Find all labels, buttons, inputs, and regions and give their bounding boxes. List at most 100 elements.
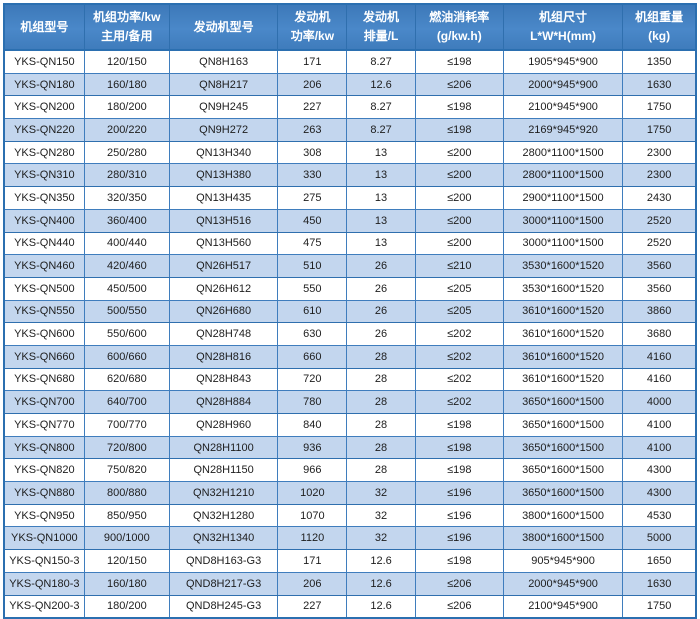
table-cell-engine-power: 1020 [277,481,348,505]
table-cell-unit-model: YKS-QN150-3 [3,549,85,573]
table-cell-engine-power: 660 [277,344,348,369]
table-cell-weight: 4300 [622,481,697,505]
table-row: YKS-QN150 120/150 QN8H163 171 8.27 ≤198 1905*9… [3,49,697,74]
table-cell-engine-model: QN28H816 [168,344,279,369]
table-cell-weight: 4300 [622,458,697,483]
table-cell-fuel-rate: ≤198 [414,49,504,74]
table-row: YKS-QN350 320/350 QN13H435 275 13 ≤200 2900*11… [3,186,697,210]
table-cell-fuel-rate: ≤198 [414,458,504,483]
table-cell-unit-model: YKS-QN500 [3,276,85,301]
table-cell-fuel-rate: ≤200 [414,140,504,165]
table-cell-engine-model: QN26H517 [168,254,279,278]
table-cell-displacement: 26 [346,322,416,346]
table-cell-dimensions: 3610*1600*1520 [502,299,624,324]
table-cell-dimensions: 3800*1600*1500 [502,526,624,551]
table-cell-unit-model: YKS-QN200-3 [3,594,85,619]
table-cell-engine-power: 206 [277,571,348,596]
table-cell-unit-power: 420/460 [83,254,170,278]
table-cell-engine-model: QN28H884 [168,390,279,414]
table-cell-dimensions: 1905*945*900 [502,49,624,74]
table-cell-engine-power: 263 [277,118,348,142]
table-cell-displacement: 12.6 [346,571,416,596]
table-cell-fuel-rate: ≤200 [414,208,504,233]
table-row: YKS-QN880 800/880 QN32H1210 1020 32 ≤196 3650*… [3,481,697,505]
table-cell-fuel-rate: ≤202 [414,367,504,392]
table-cell-engine-model: QN13H340 [168,140,279,165]
table-cell-engine-model: QN32H1340 [168,526,279,551]
table-cell-unit-model: YKS-QN600 [3,322,85,346]
table-cell-weight: 3560 [622,254,697,278]
table-cell-weight: 4160 [622,367,697,392]
table-cell-dimensions: 905*945*900 [502,549,624,573]
table-cell-unit-power: 120/150 [83,49,170,74]
table-cell-engine-power: 630 [277,322,348,346]
table-row: YKS-QN500 450/500 QN26H612 550 26 ≤205 3530*16… [3,276,697,301]
table-cell-unit-model: YKS-QN220 [3,118,85,142]
table-cell-unit-power: 800/880 [83,481,170,505]
table-cell-weight: 4160 [622,344,697,369]
table-cell-fuel-rate: ≤198 [414,435,504,460]
table-cell-weight: 2300 [622,140,697,165]
table-cell-unit-model: YKS-QN440 [3,231,85,256]
table-cell-engine-power: 206 [277,72,348,97]
table-row: YKS-QN200 180/200 QN9H245 227 8.27 ≤198 2100*9… [3,95,697,120]
table-cell-weight: 4100 [622,435,697,460]
table-cell-fuel-rate: ≤200 [414,186,504,210]
table-cell-fuel-rate: ≤205 [414,276,504,301]
table-cell-unit-model: YKS-QN660 [3,344,85,369]
table-cell-weight: 1630 [622,571,697,596]
table-cell-displacement: 13 [346,163,416,188]
table-cell-unit-model: YKS-QN800 [3,435,85,460]
table-header: 机组型号 机组功率/kw 主用/备用 发动机型号 发动机 功率/kw 发动机 排量/L 燃… [3,3,697,51]
table-cell-engine-model: QN8H217 [168,72,279,97]
table-cell-dimensions: 2800*1100*1500 [502,140,624,165]
table-cell-engine-power: 936 [277,435,348,460]
table-cell-unit-model: YKS-QN200 [3,95,85,120]
table-cell-fuel-rate: ≤196 [414,481,504,505]
table-row: YKS-QN700 640/700 QN28H884 780 28 ≤202 3650*16… [3,390,697,414]
table-cell-unit-power: 180/200 [83,594,170,619]
table-cell-displacement: 26 [346,276,416,301]
table-cell-engine-power: 720 [277,367,348,392]
table-cell-displacement: 28 [346,413,416,437]
table-cell-engine-power: 227 [277,95,348,120]
table-cell-engine-power: 550 [277,276,348,301]
table-cell-unit-model: YKS-QN150 [3,49,85,74]
column-header-displacement: 发动机 排量/L [346,3,416,51]
table-cell-engine-power: 966 [277,458,348,483]
table-cell-engine-model: QN26H612 [168,276,279,301]
table-cell-weight: 5000 [622,526,697,551]
table-cell-engine-power: 475 [277,231,348,256]
table-cell-engine-model: QN32H1280 [168,503,279,528]
table-cell-weight: 1350 [622,49,697,74]
table-row: YKS-QN180-3 160/180 QND8H217-G3 206 12.6 ≤206… [3,571,697,596]
table-cell-dimensions: 3650*1600*1500 [502,481,624,505]
table-cell-unit-power: 320/350 [83,186,170,210]
table-cell-dimensions: 2000*945*900 [502,571,624,596]
table-cell-displacement: 28 [346,390,416,414]
table-cell-displacement: 8.27 [346,49,416,74]
table-cell-displacement: 8.27 [346,118,416,142]
table-cell-fuel-rate: ≤198 [414,413,504,437]
table-cell-dimensions: 3000*1100*1500 [502,231,624,256]
table-cell-displacement: 13 [346,231,416,256]
table-cell-dimensions: 2100*945*900 [502,95,624,120]
table-cell-fuel-rate: ≤200 [414,231,504,256]
table-cell-displacement: 12.6 [346,594,416,619]
table-cell-displacement: 12.6 [346,72,416,97]
table-cell-unit-model: YKS-QN350 [3,186,85,210]
table-cell-dimensions: 3000*1100*1500 [502,208,624,233]
table-cell-displacement: 28 [346,458,416,483]
table-cell-unit-power: 160/180 [83,571,170,596]
table-cell-fuel-rate: ≤198 [414,549,504,573]
table-cell-fuel-rate: ≤205 [414,299,504,324]
table-cell-engine-power: 308 [277,140,348,165]
table-cell-unit-power: 200/220 [83,118,170,142]
table-cell-unit-model: YKS-QN680 [3,367,85,392]
table-cell-unit-power: 550/600 [83,322,170,346]
table-cell-fuel-rate: ≤210 [414,254,504,278]
table-cell-weight: 2300 [622,163,697,188]
table-cell-fuel-rate: ≤206 [414,594,504,619]
table-cell-dimensions: 3650*1600*1500 [502,435,624,460]
table-cell-unit-power: 250/280 [83,140,170,165]
